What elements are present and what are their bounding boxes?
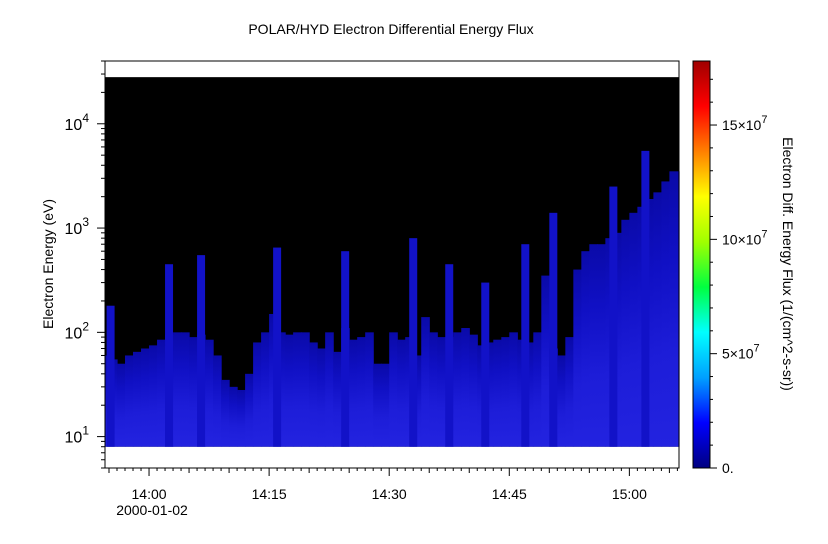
x-tick-label: 14:30 xyxy=(372,486,407,502)
y-tick-label: 103 xyxy=(65,215,90,238)
x-tick-label: 15:00 xyxy=(612,486,647,502)
flux-column xyxy=(621,219,630,447)
flux-spike xyxy=(409,238,418,447)
flux-column xyxy=(189,337,198,447)
flux-column xyxy=(141,348,150,447)
flux-column xyxy=(365,332,374,447)
flux-column xyxy=(437,337,446,447)
flux-spike xyxy=(341,251,350,447)
colorbar-ticks: 0. 5×107 10×107 15×107 xyxy=(710,78,767,476)
flux-column xyxy=(581,251,590,447)
flux-spike xyxy=(609,186,618,447)
flux-spike xyxy=(197,255,206,447)
flux-column xyxy=(349,339,358,447)
flux-column xyxy=(245,373,254,447)
colorbar-tick-label: 15×107 xyxy=(722,114,767,133)
flux-column xyxy=(301,332,310,447)
flux-column xyxy=(149,345,158,447)
flux-column xyxy=(533,332,542,447)
flux-column xyxy=(525,342,534,447)
colorbar-tick-label: 10×107 xyxy=(722,228,767,247)
flux-column xyxy=(389,332,398,447)
flux-column xyxy=(509,332,518,447)
flux-column xyxy=(645,198,654,447)
y-tick-label: 101 xyxy=(65,424,90,447)
flux-column xyxy=(573,269,582,447)
flux-column xyxy=(181,332,190,447)
flux-column xyxy=(309,342,318,447)
x-tick-label: 14:00 xyxy=(132,486,167,502)
flux-column xyxy=(397,339,406,447)
flux-column xyxy=(541,275,550,447)
colorbar-label: Electron Diff. Energy Flux (1/(cm^2-s-sr… xyxy=(780,137,796,391)
flux-column xyxy=(125,355,134,447)
flux-column xyxy=(373,363,382,447)
flux-column xyxy=(293,332,302,447)
flux-column xyxy=(117,363,126,447)
flux-column xyxy=(357,337,366,447)
flux-column xyxy=(173,332,182,447)
flux-layer xyxy=(105,150,680,447)
flux-column xyxy=(133,351,142,447)
flux-spike xyxy=(641,150,650,447)
flux-column xyxy=(613,232,622,447)
flux-column xyxy=(285,334,294,447)
flux-column xyxy=(317,348,326,447)
flux-column xyxy=(229,386,238,447)
flux-column xyxy=(669,171,680,447)
flux-column xyxy=(157,339,166,447)
flux-column xyxy=(413,355,422,447)
flux-column xyxy=(493,339,502,447)
flux-column xyxy=(429,332,438,447)
y-tick-label: 102 xyxy=(65,319,90,342)
flux-spike xyxy=(106,305,115,447)
flux-column xyxy=(261,332,270,447)
flux-column xyxy=(253,342,262,447)
flux-spike xyxy=(481,282,490,447)
flux-column xyxy=(325,332,334,447)
x-date-label: 2000-01-02 xyxy=(116,502,188,518)
flux-column xyxy=(421,317,430,447)
plot-frame xyxy=(104,60,680,469)
flux-column xyxy=(653,192,662,447)
flux-column xyxy=(461,328,470,447)
flux-column xyxy=(597,244,606,447)
flux-column xyxy=(565,337,574,447)
x-tick-label: 14:45 xyxy=(492,486,527,502)
flux-column xyxy=(221,379,230,447)
flux-column xyxy=(453,332,462,447)
flux-column xyxy=(661,181,670,447)
flux-column xyxy=(277,332,286,447)
y-tick-label: 104 xyxy=(65,111,90,134)
flux-column xyxy=(469,334,478,447)
flux-column xyxy=(205,339,214,447)
flux-spike xyxy=(273,247,282,447)
flux-column xyxy=(589,244,598,447)
flux-column xyxy=(629,212,638,447)
flux-column xyxy=(501,337,510,447)
flux-column xyxy=(557,355,566,447)
y-axis: 101 102 103 104 xyxy=(65,60,105,469)
flux-spike xyxy=(165,264,174,447)
flux-column xyxy=(381,363,390,447)
flux-column xyxy=(485,342,494,447)
plot-area xyxy=(104,60,680,469)
flux-column xyxy=(213,355,222,447)
flux-spike xyxy=(445,264,454,447)
colorbar-tick-label: 5×107 xyxy=(722,343,760,362)
colorbar-gradient xyxy=(692,60,711,469)
chart-title: POLAR/HYD Electron Differential Energy F… xyxy=(248,21,533,37)
flux-spike xyxy=(521,244,530,447)
colorbar-tick-label: 0. xyxy=(722,460,734,476)
y-axis-label: Electron Energy (eV) xyxy=(40,199,56,329)
colorbar: 0. 5×107 10×107 15×107 xyxy=(692,60,767,476)
flux-spike xyxy=(549,212,558,447)
x-tick-label: 14:15 xyxy=(252,486,287,502)
flux-column xyxy=(237,389,246,447)
flux-column xyxy=(333,351,342,447)
